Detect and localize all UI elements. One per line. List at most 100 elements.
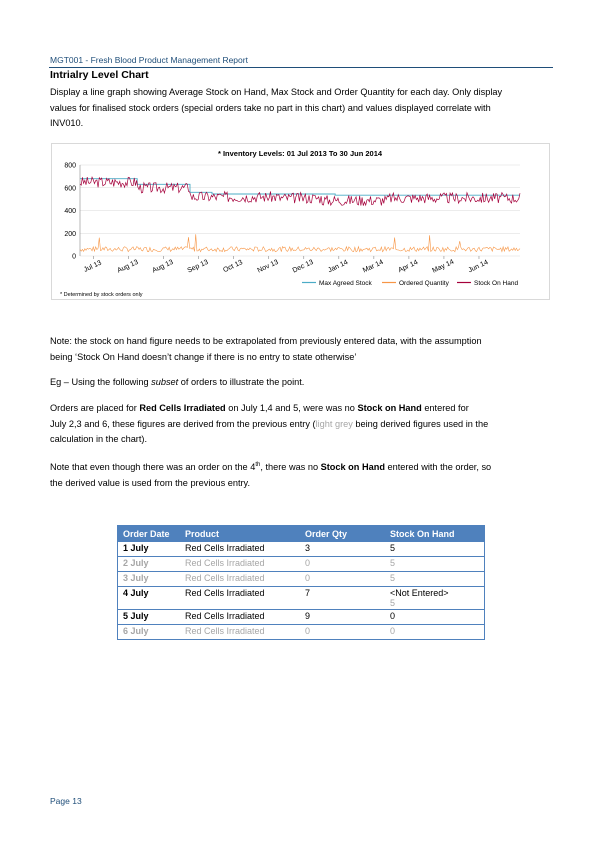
cell-product-value: Red Cells Irradiated <box>185 626 265 636</box>
cell-order-qty: 0 <box>300 556 385 572</box>
series-ordered-quantity <box>79 234 521 253</box>
cell-order-qty-value: 0 <box>305 558 311 568</box>
cell-date: 1 July <box>117 542 180 557</box>
cell-stock-on-hand: <Not Entered> 5 <box>385 586 485 610</box>
x-tick-label: Aug 13 <box>151 259 174 275</box>
intro-line-2: values for finalised stock orders (speci… <box>50 102 491 113</box>
cell-date-value: 6 July <box>123 626 149 636</box>
note2-sup: th <box>255 462 261 468</box>
orders-table: Order Date Product Order Qty Stock On Ha… <box>117 525 485 640</box>
orders-text-3: entered for <box>421 403 469 413</box>
cell-stock-on-hand-value: 5 <box>390 558 396 568</box>
cell-product: Red Cells Irradiated <box>180 571 300 587</box>
inventory-chart: * Inventory Levels: 01 Jul 2013 To 30 Ju… <box>51 143 550 300</box>
orders-paragraph: Orders are placed for Red Cells Irradiat… <box>50 401 550 448</box>
example-subset: subset <box>151 377 179 387</box>
orders-text-6: calculation in the chart). <box>50 434 148 444</box>
x-tick-label: Aug 13 <box>116 259 139 275</box>
orders-light-grey: light grey <box>315 418 353 429</box>
cell-order-qty: 0 <box>300 624 385 640</box>
orders-text-1: Orders are placed for <box>50 403 140 413</box>
cell-product-value: Red Cells Irradiated <box>185 543 265 553</box>
col-order-date: Order Date <box>117 525 180 542</box>
orders-text-2: on July 1,4 and 5, were was no <box>225 403 358 413</box>
x-tick-label: Nov 13 <box>257 259 280 275</box>
intro-paragraph: Display a line graph showing Average Sto… <box>50 85 550 132</box>
header-divider <box>49 67 553 68</box>
cell-stock-on-hand: 5 <box>385 542 485 557</box>
x-tick-label: Jun 14 <box>467 259 489 274</box>
orders-text-5: being derived figures used in the <box>352 418 489 429</box>
table-row: 6 July Red Cells Irradiated 0 0 <box>117 624 485 640</box>
y-tick-label: 800 <box>64 163 76 170</box>
cell-order-qty: 7 <box>300 586 385 610</box>
cell-product: Red Cells Irradiated <box>180 586 300 610</box>
example-suffix: of orders to illustrate the point. <box>178 377 305 387</box>
cell-product-value: Red Cells Irradiated <box>185 573 265 583</box>
y-tick-label: 400 <box>64 208 76 215</box>
note2-text-1: Note that even though there was an order… <box>50 462 256 473</box>
cell-stock-on-hand-value: <Not Entered> <box>390 588 449 598</box>
note2-text-2: , there was no <box>260 462 321 473</box>
x-tick-label: Jan 14 <box>327 259 349 274</box>
orders-bold-soh: Stock on Hand <box>357 403 422 413</box>
table-row: 2 July Red Cells Irradiated 0 5 <box>117 556 485 572</box>
note2-paragraph: Note that even though there was an order… <box>50 458 550 491</box>
legend-label: Stock On Hand <box>474 280 518 287</box>
col-order-qty: Order Qty <box>300 525 385 542</box>
cell-date: 2 July <box>117 556 180 572</box>
cell-order-qty: 3 <box>300 542 385 557</box>
cell-date: 3 July <box>117 571 180 587</box>
cell-order-qty-value: 3 <box>305 543 311 553</box>
intro-line-1: Display a line graph showing Average Sto… <box>50 87 503 97</box>
chart-title: * Inventory Levels: 01 Jul 2013 To 30 Ju… <box>218 149 383 158</box>
chart-footnote: * Determined by stock orders only <box>60 292 143 298</box>
cell-product: Red Cells Irradiated <box>180 542 300 557</box>
intro-line-3: INV010. <box>50 118 84 128</box>
cell-stock-on-hand-value: 5 <box>390 543 396 553</box>
legend-label: Max Agreed Stock <box>319 280 372 287</box>
cell-date-value: 2 July <box>123 558 149 568</box>
cell-stock-on-hand: 5 <box>385 571 485 587</box>
cell-order-qty-value: 9 <box>305 611 311 621</box>
cell-product: Red Cells Irradiated <box>180 624 300 640</box>
cell-date-value: 3 July <box>123 573 149 583</box>
cell-stock-on-hand: 5 <box>385 556 485 572</box>
report-header: MGT001 - Fresh Blood Product Management … <box>50 55 248 65</box>
x-tick-label: Mar 14 <box>362 259 385 275</box>
cell-stock-on-hand-value: 0 <box>390 611 396 621</box>
cell-order-qty-value: 0 <box>305 626 311 636</box>
cell-stock-on-hand-value: 0 <box>390 626 396 636</box>
note2-bold: Stock on Hand <box>320 462 385 473</box>
col-stock-on-hand: Stock On Hand <box>385 525 485 542</box>
legend-label: Ordered Quantity <box>399 280 450 287</box>
cell-date-value: 1 July <box>123 543 149 553</box>
series-max-agreed-stock <box>80 178 520 196</box>
cell-product: Red Cells Irradiated <box>180 609 300 625</box>
table-row: 3 July Red Cells Irradiated 0 5 <box>117 571 485 587</box>
page-number: Page 13 <box>50 796 82 806</box>
x-tick-label: Oct 13 <box>222 259 244 274</box>
series-stock-on-hand <box>79 176 521 207</box>
x-tick-label: Jul 13 <box>83 259 103 273</box>
cell-date: 4 July <box>117 586 180 610</box>
cell-stock-on-hand: 0 <box>385 624 485 640</box>
note2-text-4: the derived value is used from the previ… <box>50 477 251 488</box>
cell-product: Red Cells Irradiated <box>180 556 300 572</box>
note-paragraph: Note: the stock on hand figure needs to … <box>50 334 550 365</box>
cell-date: 5 July <box>117 609 180 625</box>
chart-canvas: * Inventory Levels: 01 Jul 2013 To 30 Ju… <box>60 149 521 298</box>
cell-stock-on-hand-value: 5 <box>390 573 396 583</box>
orders-text-4: July 2,3 and 6, these figures are derive… <box>50 418 316 429</box>
cell-order-qty-value: 7 <box>305 588 311 598</box>
cell-order-qty: 0 <box>300 571 385 587</box>
x-tick-label: May 14 <box>431 259 455 275</box>
note-line-1: Note: the stock on hand figure needs to … <box>50 336 482 346</box>
table-row: 4 July Red Cells Irradiated 7 <Not Entered>… <box>117 586 485 610</box>
table-header-row: Order Date Product Order Qty Stock On Ha… <box>117 525 485 542</box>
cell-derived-value: 5 <box>390 598 396 608</box>
y-tick-label: 600 <box>64 185 76 192</box>
cell-product-value: Red Cells Irradiated <box>185 611 265 621</box>
note2-text-3: entered with the order, so <box>384 462 492 473</box>
x-tick-label: Apr 14 <box>397 259 419 274</box>
